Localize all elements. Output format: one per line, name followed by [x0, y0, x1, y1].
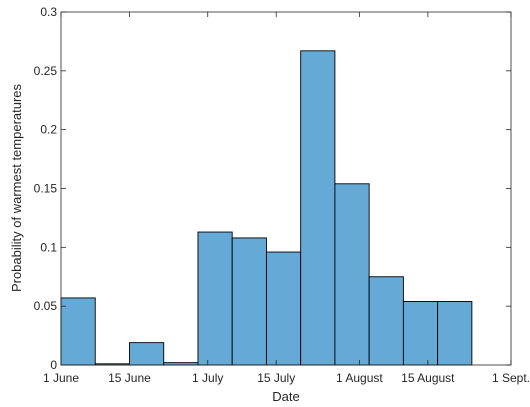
y-tick-label: 0: [50, 358, 57, 372]
histogram-bar: [197, 231, 233, 366]
x-tick-label: 15 June: [108, 371, 151, 385]
histogram-bar: [300, 50, 336, 366]
x-tick-label: 15 July: [257, 371, 295, 385]
x-axis-label: Date: [272, 389, 299, 404]
y-tick-label: 0.2: [40, 123, 57, 137]
histogram-bar: [231, 237, 267, 366]
y-tick-label: 0.05: [34, 299, 58, 313]
histogram-bar: [334, 183, 370, 366]
x-tick-label: 1 July: [192, 371, 223, 385]
histogram-bar: [265, 251, 302, 366]
y-tick-label: 0.15: [34, 182, 58, 196]
histogram-bar: [437, 301, 473, 366]
histogram-bar: [60, 297, 96, 366]
y-axis-ticks: 0 0.05 0.1 0.15 0.2 0.25 0.3: [34, 5, 511, 372]
histogram-bar: [402, 301, 439, 366]
histogram-bar: [368, 276, 404, 366]
x-tick-label: 1 August: [336, 371, 383, 385]
histogram-bars: [60, 50, 473, 366]
y-axis-label: Probability of warmest temperatures: [9, 83, 24, 292]
y-tick-label: 0.3: [40, 5, 57, 19]
x-tick-label: 1 June: [43, 371, 79, 385]
histogram-bar: [129, 342, 165, 366]
y-tick-label: 0.1: [40, 240, 57, 254]
x-tick-label: 1 Sept.: [492, 371, 530, 385]
y-tick-label: 0.25: [34, 64, 58, 78]
x-axis-ticks: 1 June 15 June 1 July 15 July 1 August 15 Aug…: [43, 12, 530, 385]
x-tick-label: 15 August: [401, 371, 455, 385]
